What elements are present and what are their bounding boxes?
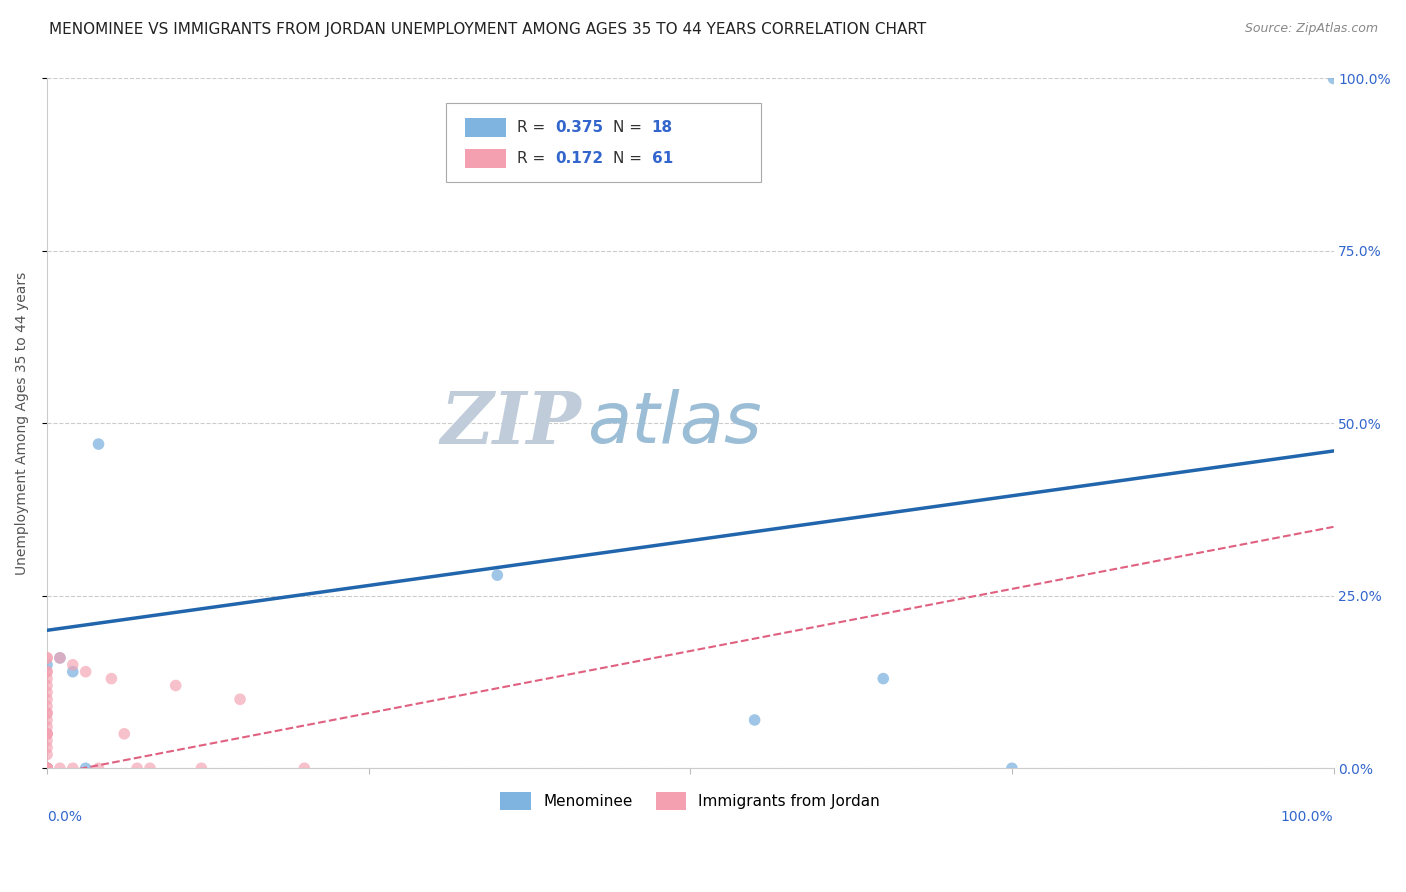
Point [190, 761, 212, 775]
Point [35, 761, 58, 775]
Point [35, 761, 58, 775]
Point [49, 761, 72, 775]
Point [127, 761, 149, 775]
Text: R =: R = [516, 151, 550, 166]
Point [49, 651, 72, 665]
Point [35, 761, 58, 775]
Point [35, 713, 58, 727]
Legend: Menominee, Immigrants from Jordan: Menominee, Immigrants from Jordan [495, 786, 886, 816]
Point [35, 761, 58, 775]
Point [165, 678, 187, 692]
Y-axis label: Unemployment Among Ages 35 to 44 years: Unemployment Among Ages 35 to 44 years [15, 272, 30, 575]
Point [35, 761, 58, 775]
Point [35, 761, 58, 775]
Point [35, 727, 58, 741]
Point [62, 761, 84, 775]
Point [35, 657, 58, 672]
Point [872, 672, 894, 686]
Text: atlas: atlas [588, 389, 762, 458]
Point [35, 720, 58, 734]
Point [1001, 761, 1024, 775]
Text: N =: N = [613, 151, 647, 166]
Point [35, 761, 58, 775]
Point [139, 761, 162, 775]
Point [35, 761, 58, 775]
Point [229, 692, 252, 706]
Point [292, 761, 315, 775]
Point [35, 665, 58, 679]
Text: 18: 18 [652, 120, 673, 136]
Point [35, 651, 58, 665]
Point [35, 761, 58, 775]
Point [35, 761, 58, 775]
FancyBboxPatch shape [465, 149, 506, 168]
Point [75, 665, 97, 679]
Point [35, 761, 58, 775]
FancyBboxPatch shape [465, 118, 506, 137]
Point [35, 761, 58, 775]
Point [35, 761, 58, 775]
Point [35, 727, 58, 741]
Text: ZIP: ZIP [440, 388, 581, 458]
Point [35, 706, 58, 720]
Point [35, 699, 58, 714]
Point [486, 568, 509, 582]
Point [35, 692, 58, 706]
Point [35, 665, 58, 679]
Point [75, 761, 97, 775]
Text: N =: N = [613, 120, 647, 136]
Point [35, 727, 58, 741]
Point [49, 651, 72, 665]
Point [35, 761, 58, 775]
Point [35, 761, 58, 775]
Text: R =: R = [516, 120, 550, 136]
Point [87, 761, 110, 775]
Point [744, 713, 766, 727]
Point [62, 665, 84, 679]
Point [35, 761, 58, 775]
Point [112, 727, 135, 741]
Point [87, 437, 110, 451]
Text: Source: ZipAtlas.com: Source: ZipAtlas.com [1244, 22, 1378, 36]
Point [35, 651, 58, 665]
Text: 0.0%: 0.0% [46, 810, 82, 823]
Point [35, 740, 58, 755]
Point [35, 685, 58, 699]
Point [35, 761, 58, 775]
Text: 61: 61 [652, 151, 673, 166]
Point [100, 672, 122, 686]
Point [35, 761, 58, 775]
Point [62, 657, 84, 672]
Text: 0.172: 0.172 [555, 151, 603, 166]
Point [35, 672, 58, 686]
Point [35, 733, 58, 747]
Point [35, 761, 58, 775]
Text: MENOMINEE VS IMMIGRANTS FROM JORDAN UNEMPLOYMENT AMONG AGES 35 TO 44 YEARS CORRE: MENOMINEE VS IMMIGRANTS FROM JORDAN UNEM… [49, 22, 927, 37]
Point [1322, 71, 1344, 86]
Text: 100.0%: 100.0% [1281, 810, 1333, 823]
Point [35, 678, 58, 692]
Point [35, 706, 58, 720]
Point [35, 747, 58, 762]
Text: 0.375: 0.375 [555, 120, 603, 136]
FancyBboxPatch shape [446, 103, 761, 182]
